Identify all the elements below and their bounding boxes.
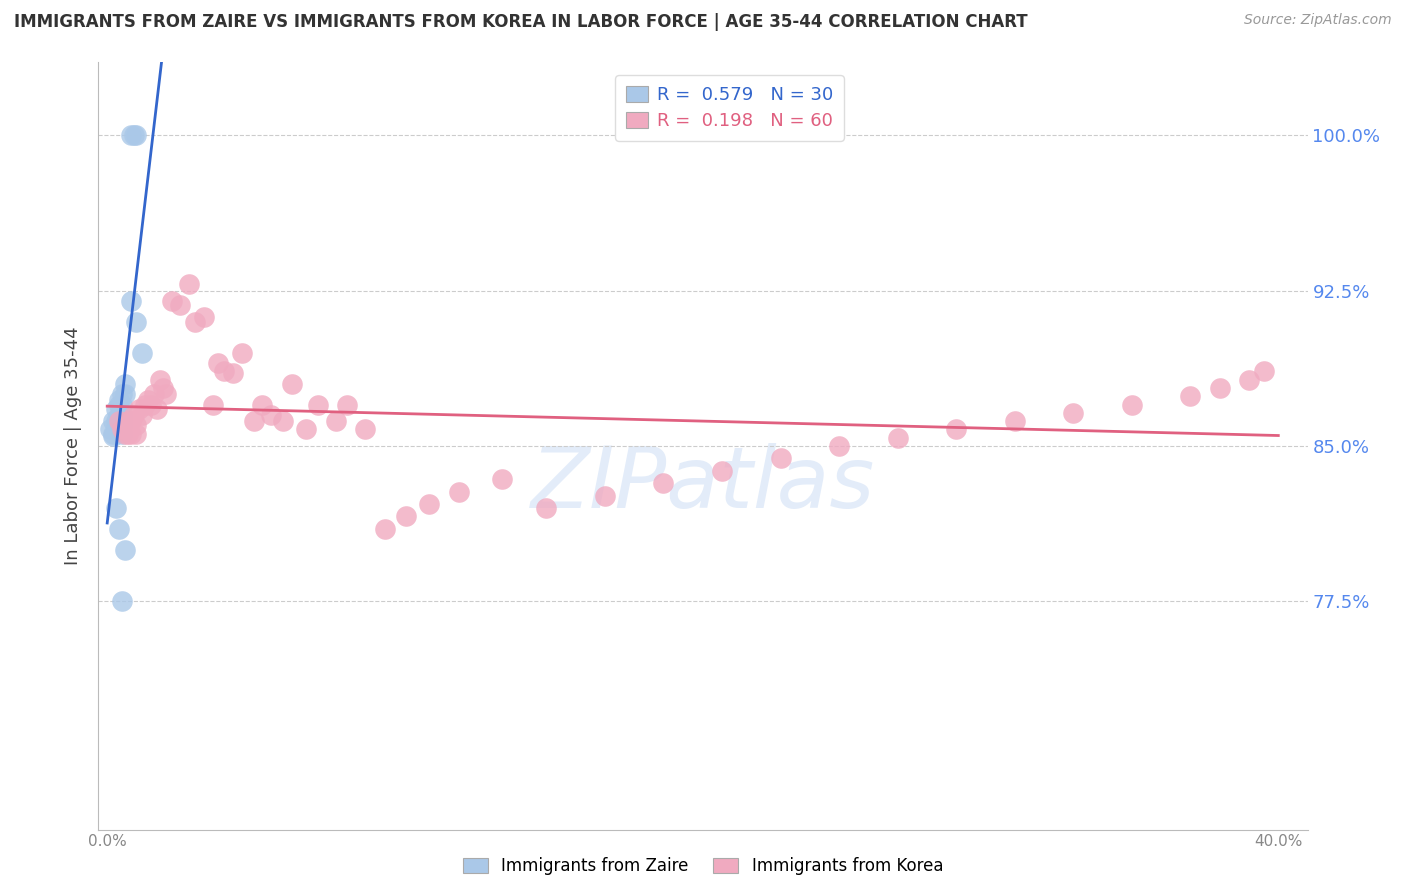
Point: [120, 128, 142, 142]
Point: [395, 509, 418, 524]
Point: [111, 398, 134, 412]
Point: [155, 387, 177, 401]
Point: [252, 398, 274, 412]
Point: [280, 376, 302, 391]
Point: [1253, 364, 1275, 378]
Point: [1004, 414, 1026, 428]
Point: [111, 594, 134, 608]
Point: [193, 310, 215, 325]
Point: [149, 373, 172, 387]
Point: [101, 428, 124, 442]
Point: [117, 426, 139, 441]
Point: [125, 418, 148, 433]
Point: [139, 398, 162, 412]
Point: [122, 128, 145, 142]
Text: Source: ZipAtlas.com: Source: ZipAtlas.com: [1244, 13, 1392, 28]
Point: [711, 464, 734, 478]
Point: [120, 426, 142, 441]
Point: [131, 345, 153, 359]
Point: [125, 315, 148, 329]
Point: [769, 451, 792, 466]
Point: [271, 414, 294, 428]
Point: [160, 293, 183, 308]
Point: [231, 345, 253, 359]
Point: [104, 414, 127, 428]
Point: [111, 408, 134, 422]
Point: [136, 393, 159, 408]
Point: [134, 398, 156, 412]
Text: ZIPatlas: ZIPatlas: [531, 442, 875, 526]
Point: [307, 398, 329, 412]
Point: [652, 476, 675, 491]
Point: [242, 414, 264, 428]
Point: [1180, 389, 1202, 403]
Point: [108, 414, 131, 428]
Point: [117, 414, 139, 428]
Point: [114, 426, 136, 441]
Point: [169, 298, 191, 312]
Point: [108, 393, 131, 408]
Point: [108, 522, 131, 536]
Point: [131, 408, 153, 422]
Point: [146, 401, 169, 416]
Point: [111, 426, 134, 441]
Point: [945, 422, 967, 436]
Point: [184, 315, 207, 329]
Point: [108, 398, 131, 412]
Point: [104, 401, 127, 416]
Point: [108, 408, 131, 422]
Y-axis label: In Labor Force | Age 35-44: In Labor Force | Age 35-44: [65, 326, 83, 566]
Text: IMMIGRANTS FROM ZAIRE VS IMMIGRANTS FROM KOREA IN LABOR FORCE | AGE 35-44 CORREL: IMMIGRANTS FROM ZAIRE VS IMMIGRANTS FROM…: [14, 13, 1028, 31]
Point: [447, 484, 470, 499]
Point: [593, 489, 616, 503]
Point: [207, 356, 229, 370]
Point: [108, 414, 131, 428]
Point: [114, 542, 136, 557]
Point: [104, 422, 127, 436]
Point: [418, 497, 440, 511]
Point: [111, 422, 134, 436]
Point: [152, 381, 174, 395]
Point: [491, 472, 513, 486]
Point: [325, 414, 347, 428]
Point: [536, 501, 558, 516]
Point: [114, 387, 136, 401]
Point: [111, 418, 134, 433]
Point: [353, 422, 375, 436]
Point: [179, 277, 201, 292]
Legend: Immigrants from Zaire, Immigrants from Korea: Immigrants from Zaire, Immigrants from K…: [454, 849, 952, 884]
Point: [886, 431, 908, 445]
Point: [295, 422, 318, 436]
Point: [108, 422, 131, 436]
Point: [336, 398, 359, 412]
Point: [143, 387, 166, 401]
Point: [260, 408, 283, 422]
Point: [214, 364, 236, 378]
Legend: R =  0.579   N = 30, R =  0.198   N = 60: R = 0.579 N = 30, R = 0.198 N = 60: [616, 75, 844, 141]
Point: [120, 293, 142, 308]
Point: [1237, 373, 1260, 387]
Point: [125, 128, 148, 142]
Point: [128, 401, 150, 416]
Point: [101, 426, 124, 441]
Point: [828, 439, 851, 453]
Point: [1062, 406, 1084, 420]
Point: [104, 501, 127, 516]
Point: [111, 387, 134, 401]
Point: [1209, 381, 1232, 395]
Point: [374, 522, 396, 536]
Point: [120, 414, 142, 428]
Point: [201, 398, 224, 412]
Point: [114, 376, 136, 391]
Point: [1121, 398, 1143, 412]
Point: [111, 414, 134, 428]
Point: [125, 426, 148, 441]
Point: [98, 422, 121, 436]
Point: [222, 367, 245, 381]
Point: [101, 414, 124, 428]
Point: [122, 408, 145, 422]
